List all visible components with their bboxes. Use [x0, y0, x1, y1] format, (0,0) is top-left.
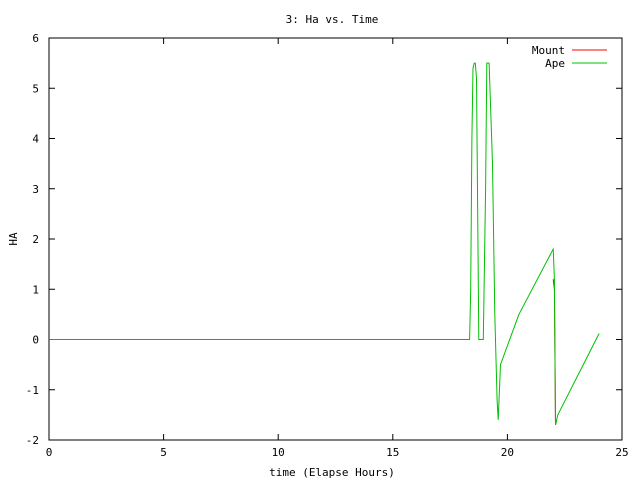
- x-tick-label: 5: [160, 446, 167, 459]
- y-tick-label: 6: [32, 32, 39, 45]
- y-tick-label: 1: [32, 283, 39, 296]
- y-tick-label: 4: [32, 133, 39, 146]
- chart-title: 3: Ha vs. Time: [286, 13, 379, 26]
- x-tick-label: 0: [46, 446, 53, 459]
- y-tick-label: 2: [32, 233, 39, 246]
- legend-label-mount: Mount: [532, 44, 565, 57]
- y-tick-label: 0: [32, 334, 39, 347]
- x-tick-label: 15: [386, 446, 399, 459]
- y-axis-label: HA: [7, 232, 20, 246]
- x-tick-label: 25: [615, 446, 628, 459]
- y-tick-label: -2: [26, 434, 39, 447]
- x-axis-label: time (Elapse Hours): [269, 466, 395, 479]
- y-tick-label: 3: [32, 183, 39, 196]
- y-tick-label: -1: [26, 384, 39, 397]
- series-line-ape: [49, 62, 600, 426]
- y-tick-label: 5: [32, 82, 39, 95]
- x-tick-label: 20: [501, 446, 514, 459]
- legend-label-ape: Ape: [545, 57, 565, 70]
- x-tick-label: 10: [272, 446, 285, 459]
